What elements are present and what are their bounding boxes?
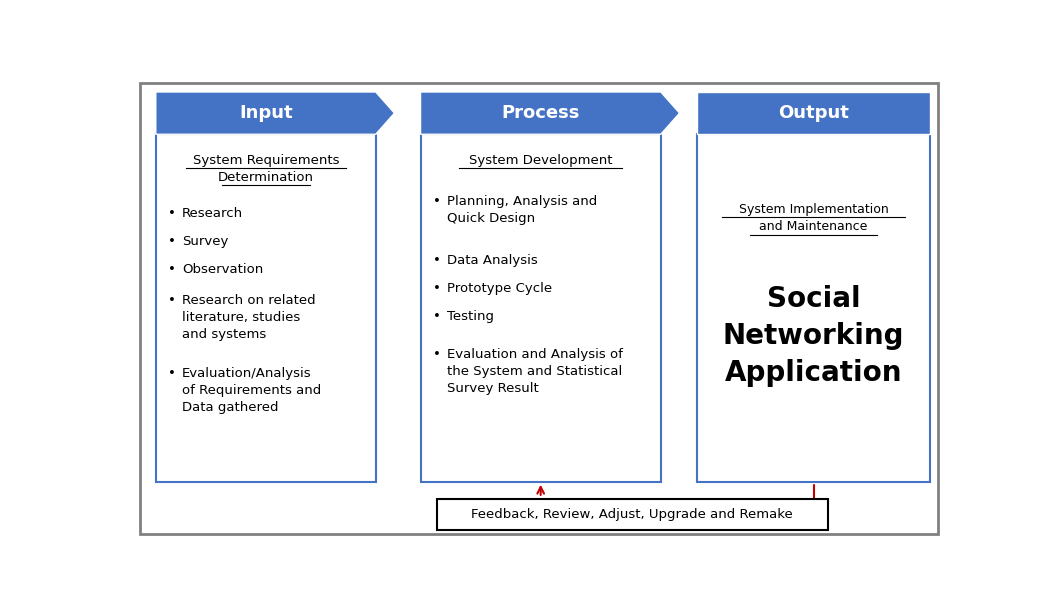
Text: Testing: Testing [447, 310, 494, 323]
Text: Determination: Determination [218, 171, 314, 184]
Text: •: • [168, 264, 176, 276]
Bar [420, 134, 661, 482]
Text: •: • [433, 195, 440, 209]
Text: •: • [433, 310, 440, 323]
Polygon shape [420, 92, 680, 134]
Text: System Implementation: System Implementation [739, 203, 888, 216]
Bar [156, 134, 376, 482]
Text: Observation: Observation [182, 264, 263, 276]
Text: Feedback, Review, Adjust, Upgrade and Remake: Feedback, Review, Adjust, Upgrade and Re… [472, 508, 794, 521]
Text: Evaluation and Analysis of
the System and Statistical
Survey Result: Evaluation and Analysis of the System an… [447, 348, 622, 395]
Text: System Development: System Development [469, 154, 613, 167]
Text: Data Analysis: Data Analysis [447, 254, 537, 267]
Text: •: • [433, 254, 440, 267]
Text: and Maintenance: and Maintenance [760, 220, 868, 233]
Text: Planning, Analysis and
Quick Design: Planning, Analysis and Quick Design [447, 195, 597, 225]
Text: Research: Research [182, 207, 243, 220]
Text: Process: Process [501, 104, 580, 122]
Polygon shape [156, 92, 394, 134]
Text: Research on related
literature, studies
and systems: Research on related literature, studies … [182, 294, 315, 341]
Text: •: • [433, 348, 440, 361]
Text: Survey: Survey [182, 235, 228, 248]
Text: •: • [433, 282, 440, 295]
Text: Output: Output [778, 104, 849, 122]
Text: Evaluation/Analysis
of Requirements and
Data gathered: Evaluation/Analysis of Requirements and … [182, 367, 322, 414]
Polygon shape [698, 92, 929, 134]
Text: •: • [168, 367, 176, 380]
Text: •: • [168, 207, 176, 220]
Text: Input: Input [239, 104, 292, 122]
Text: System Requirements: System Requirements [192, 154, 339, 167]
Text: Social
Networking
Application: Social Networking Application [723, 285, 904, 387]
Bar [698, 134, 929, 482]
Bar [437, 499, 828, 529]
Text: Prototype Cycle: Prototype Cycle [447, 282, 552, 295]
Text: •: • [168, 235, 176, 248]
Text: •: • [168, 294, 176, 307]
